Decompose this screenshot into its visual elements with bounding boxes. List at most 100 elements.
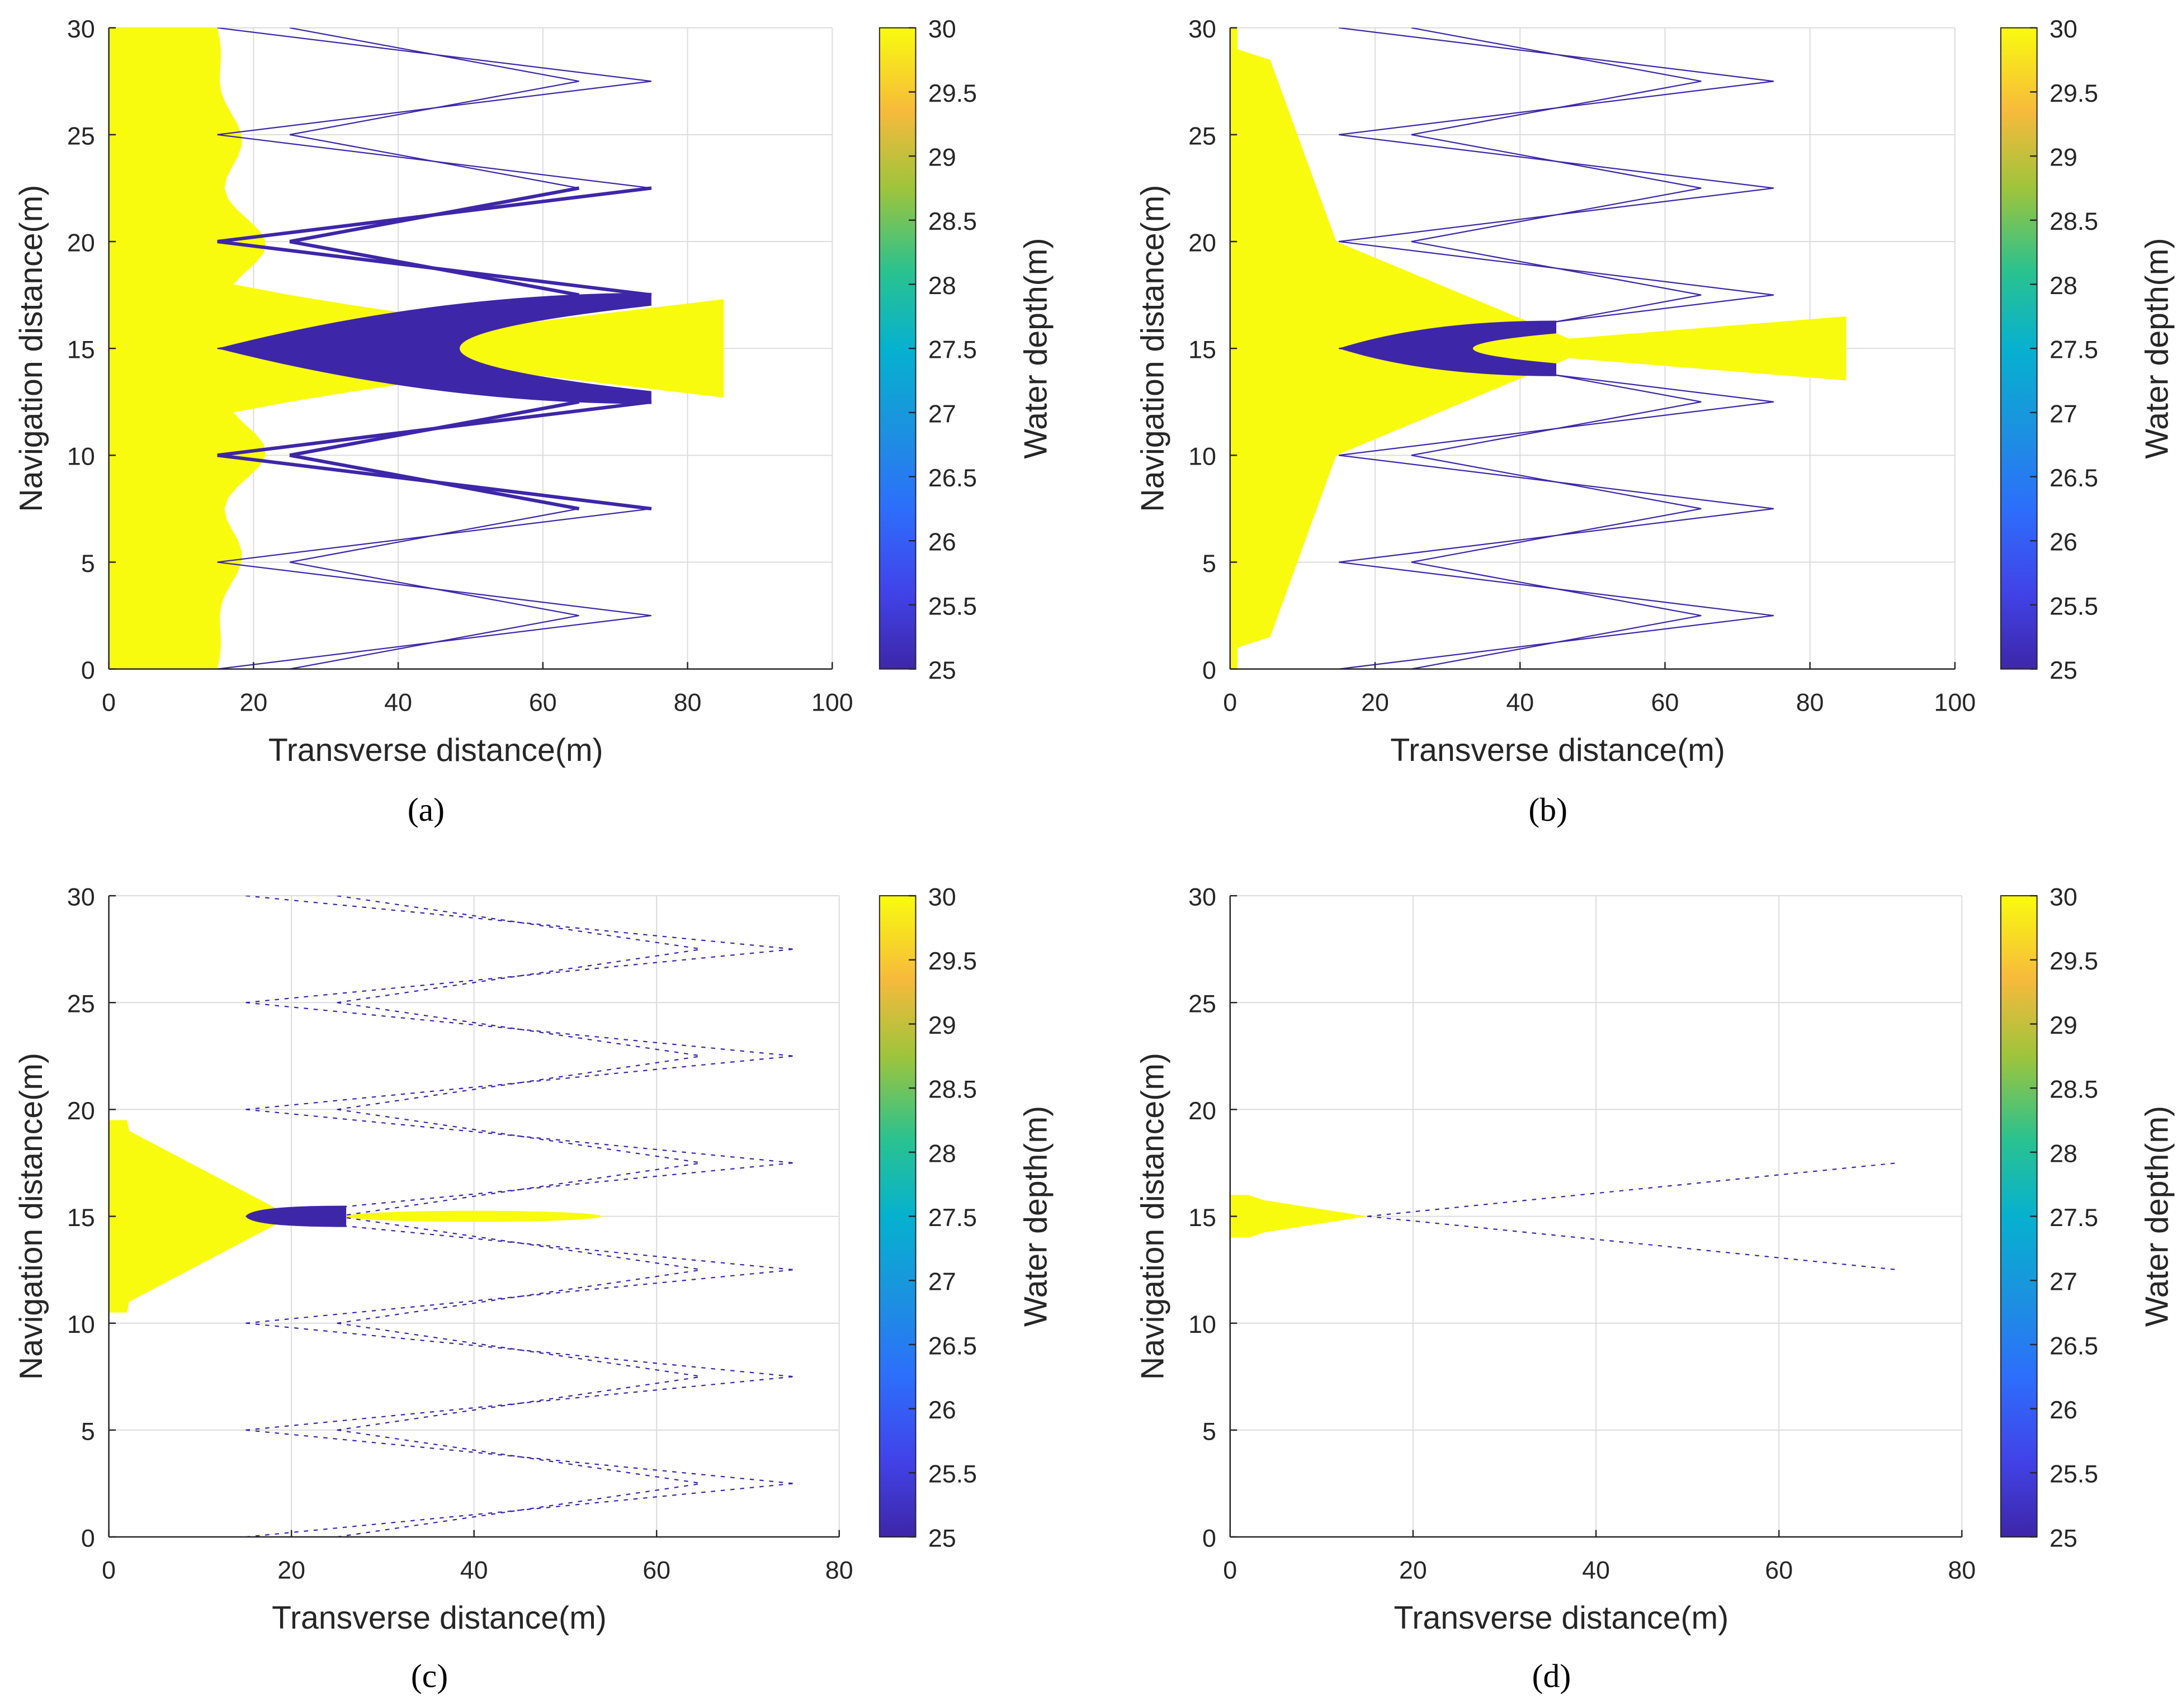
wake-line <box>245 1483 794 1537</box>
deep-core-band <box>245 1205 347 1227</box>
x-tick-label: 20 <box>1399 1556 1427 1584</box>
wake-line <box>289 186 580 244</box>
x-tick-label: 20 <box>277 1556 305 1584</box>
wake-line <box>1411 134 1702 189</box>
wake-line <box>337 896 342 897</box>
x-tick-label: 20 <box>239 688 267 716</box>
wake-line <box>1411 561 1702 617</box>
wake-line <box>289 561 579 617</box>
y-tick-label: 30 <box>1188 883 1216 911</box>
y-tick-label: 15 <box>67 1204 95 1232</box>
colorbar-tick-label: 29 <box>2049 144 2077 172</box>
wake-line <box>245 1536 253 1537</box>
panel-a: 0 20 40 60 80 100 0 5 10 15 20 25 30 Transverse dista… <box>13 15 1054 828</box>
wake-line <box>289 400 580 457</box>
colorbar-tick-label: 27.5 <box>2049 1204 2098 1232</box>
colorbar-tick-label: 25 <box>2049 1524 2077 1552</box>
x-tick-label: 0 <box>102 688 116 716</box>
wake-line <box>289 348 579 403</box>
x-tick-label: 40 <box>1582 1556 1610 1584</box>
wake-line <box>1411 508 1702 563</box>
wake-line <box>1411 401 1702 456</box>
x-tick-label: 0 <box>1223 688 1237 716</box>
wake-line <box>1411 81 1702 136</box>
shallow-tongue <box>1447 316 1846 381</box>
wake-line <box>289 81 579 136</box>
colorbar-tick-label: 29 <box>928 144 956 172</box>
x-tick-label: 80 <box>1948 1556 1976 1584</box>
wake-line <box>337 1269 702 1324</box>
wake-line <box>245 1269 794 1324</box>
y-tick-label: 10 <box>1188 1310 1216 1338</box>
shallow-tongue <box>311 299 724 398</box>
colorbar-tick-label: 26.5 <box>928 1332 977 1360</box>
x-axis-label: Transverse distance(m) <box>268 732 603 768</box>
wake-line <box>337 1109 702 1164</box>
y-tick-label: 25 <box>1188 990 1216 1018</box>
wake-line <box>1411 27 1415 29</box>
y-axis-label: Navigation distance(m) <box>1135 185 1170 512</box>
x-tick-label: 40 <box>384 688 412 716</box>
x-tick-label: 0 <box>102 1556 116 1584</box>
y-tick-label: 25 <box>67 990 95 1018</box>
y-axis-label: Navigation distance(m) <box>1135 1053 1170 1380</box>
y-tick-label: 0 <box>81 1524 95 1552</box>
colorbar-tick-label: 28 <box>2049 272 2077 300</box>
colorbar-label: Water depth(m) <box>1018 238 1054 459</box>
wake-line <box>1411 614 1702 669</box>
colorbar-tick-label: 29.5 <box>928 947 977 975</box>
colorbar-tick-label: 26 <box>2049 528 2077 556</box>
colorbar-tick-label: 29.5 <box>2049 79 2098 107</box>
x-tick-label: 80 <box>825 1556 853 1584</box>
panel-caption: (b) <box>1528 791 1567 828</box>
depth-field <box>108 896 794 1537</box>
colorbar-tick-label: 25 <box>928 656 956 684</box>
colorbar-tick-label: 30 <box>928 15 956 43</box>
x-tick-label: 100 <box>1934 688 1976 716</box>
panel-b: 0 20 40 60 80 100 0 5 10 15 20 25 30 Transverse dista… <box>1135 15 2175 828</box>
x-axis-label: Transverse distance(m) <box>272 1600 607 1636</box>
wake-line <box>289 294 579 349</box>
colorbar-tick-label: 25.5 <box>2049 592 2098 620</box>
wake-line <box>337 896 702 950</box>
wake-line <box>245 948 794 1004</box>
panel-caption: (a) <box>408 791 445 828</box>
x-tick-label: 0 <box>1223 1556 1237 1584</box>
colorbar-tick-label: 26.5 <box>928 464 977 492</box>
wake-line <box>337 1055 702 1110</box>
colorbar-tick-label: 28.5 <box>2049 1076 2098 1104</box>
y-axis-label: Navigation distance(m) <box>13 1053 49 1380</box>
colorbar-tick-label: 26 <box>928 528 956 556</box>
y-tick-label: 30 <box>67 883 95 911</box>
colorbar-tick-label: 28.5 <box>928 1076 977 1104</box>
y-tick-label: 20 <box>1188 229 1216 257</box>
colorbar-tick-label: 29 <box>2049 1011 2077 1039</box>
y-tick-label: 25 <box>1188 122 1216 150</box>
wake-line <box>245 1429 794 1484</box>
wake-line <box>337 1483 702 1537</box>
colorbar-tick-label: 27.5 <box>928 1204 977 1232</box>
colorbar-tick-label: 27.5 <box>2049 336 2098 364</box>
shallow-region <box>1230 1195 1368 1238</box>
x-tick-label: 80 <box>674 688 702 716</box>
colorbar-tick-label: 30 <box>2049 15 2077 43</box>
wake-line <box>245 896 253 897</box>
y-tick-label: 5 <box>81 550 95 578</box>
wake-line <box>245 896 794 950</box>
wake-line <box>289 453 580 510</box>
deep-core-band <box>1339 320 1557 376</box>
y-tick-label: 15 <box>67 336 95 364</box>
y-tick-label: 10 <box>67 1310 95 1338</box>
colorbar-tick-label: 26 <box>2049 1396 2077 1424</box>
x-tick-label: 40 <box>1506 688 1534 716</box>
colorbar-tick-label: 29 <box>928 1011 956 1039</box>
panel-c: 0 20 40 60 80 0 5 10 15 20 25 30 Transverse distance… <box>13 883 1054 1695</box>
wake-line <box>289 27 579 82</box>
x-tick-label: 60 <box>529 688 557 716</box>
wake-line <box>245 1109 794 1164</box>
wake-line <box>1411 455 1702 510</box>
colorbar-tick-label: 29.5 <box>2049 947 2098 975</box>
colorbar-label: Water depth(m) <box>2140 1106 2175 1327</box>
colorbar-tick-label: 25.5 <box>928 1460 977 1488</box>
colorbar-tick-label: 26.5 <box>2049 464 2098 492</box>
